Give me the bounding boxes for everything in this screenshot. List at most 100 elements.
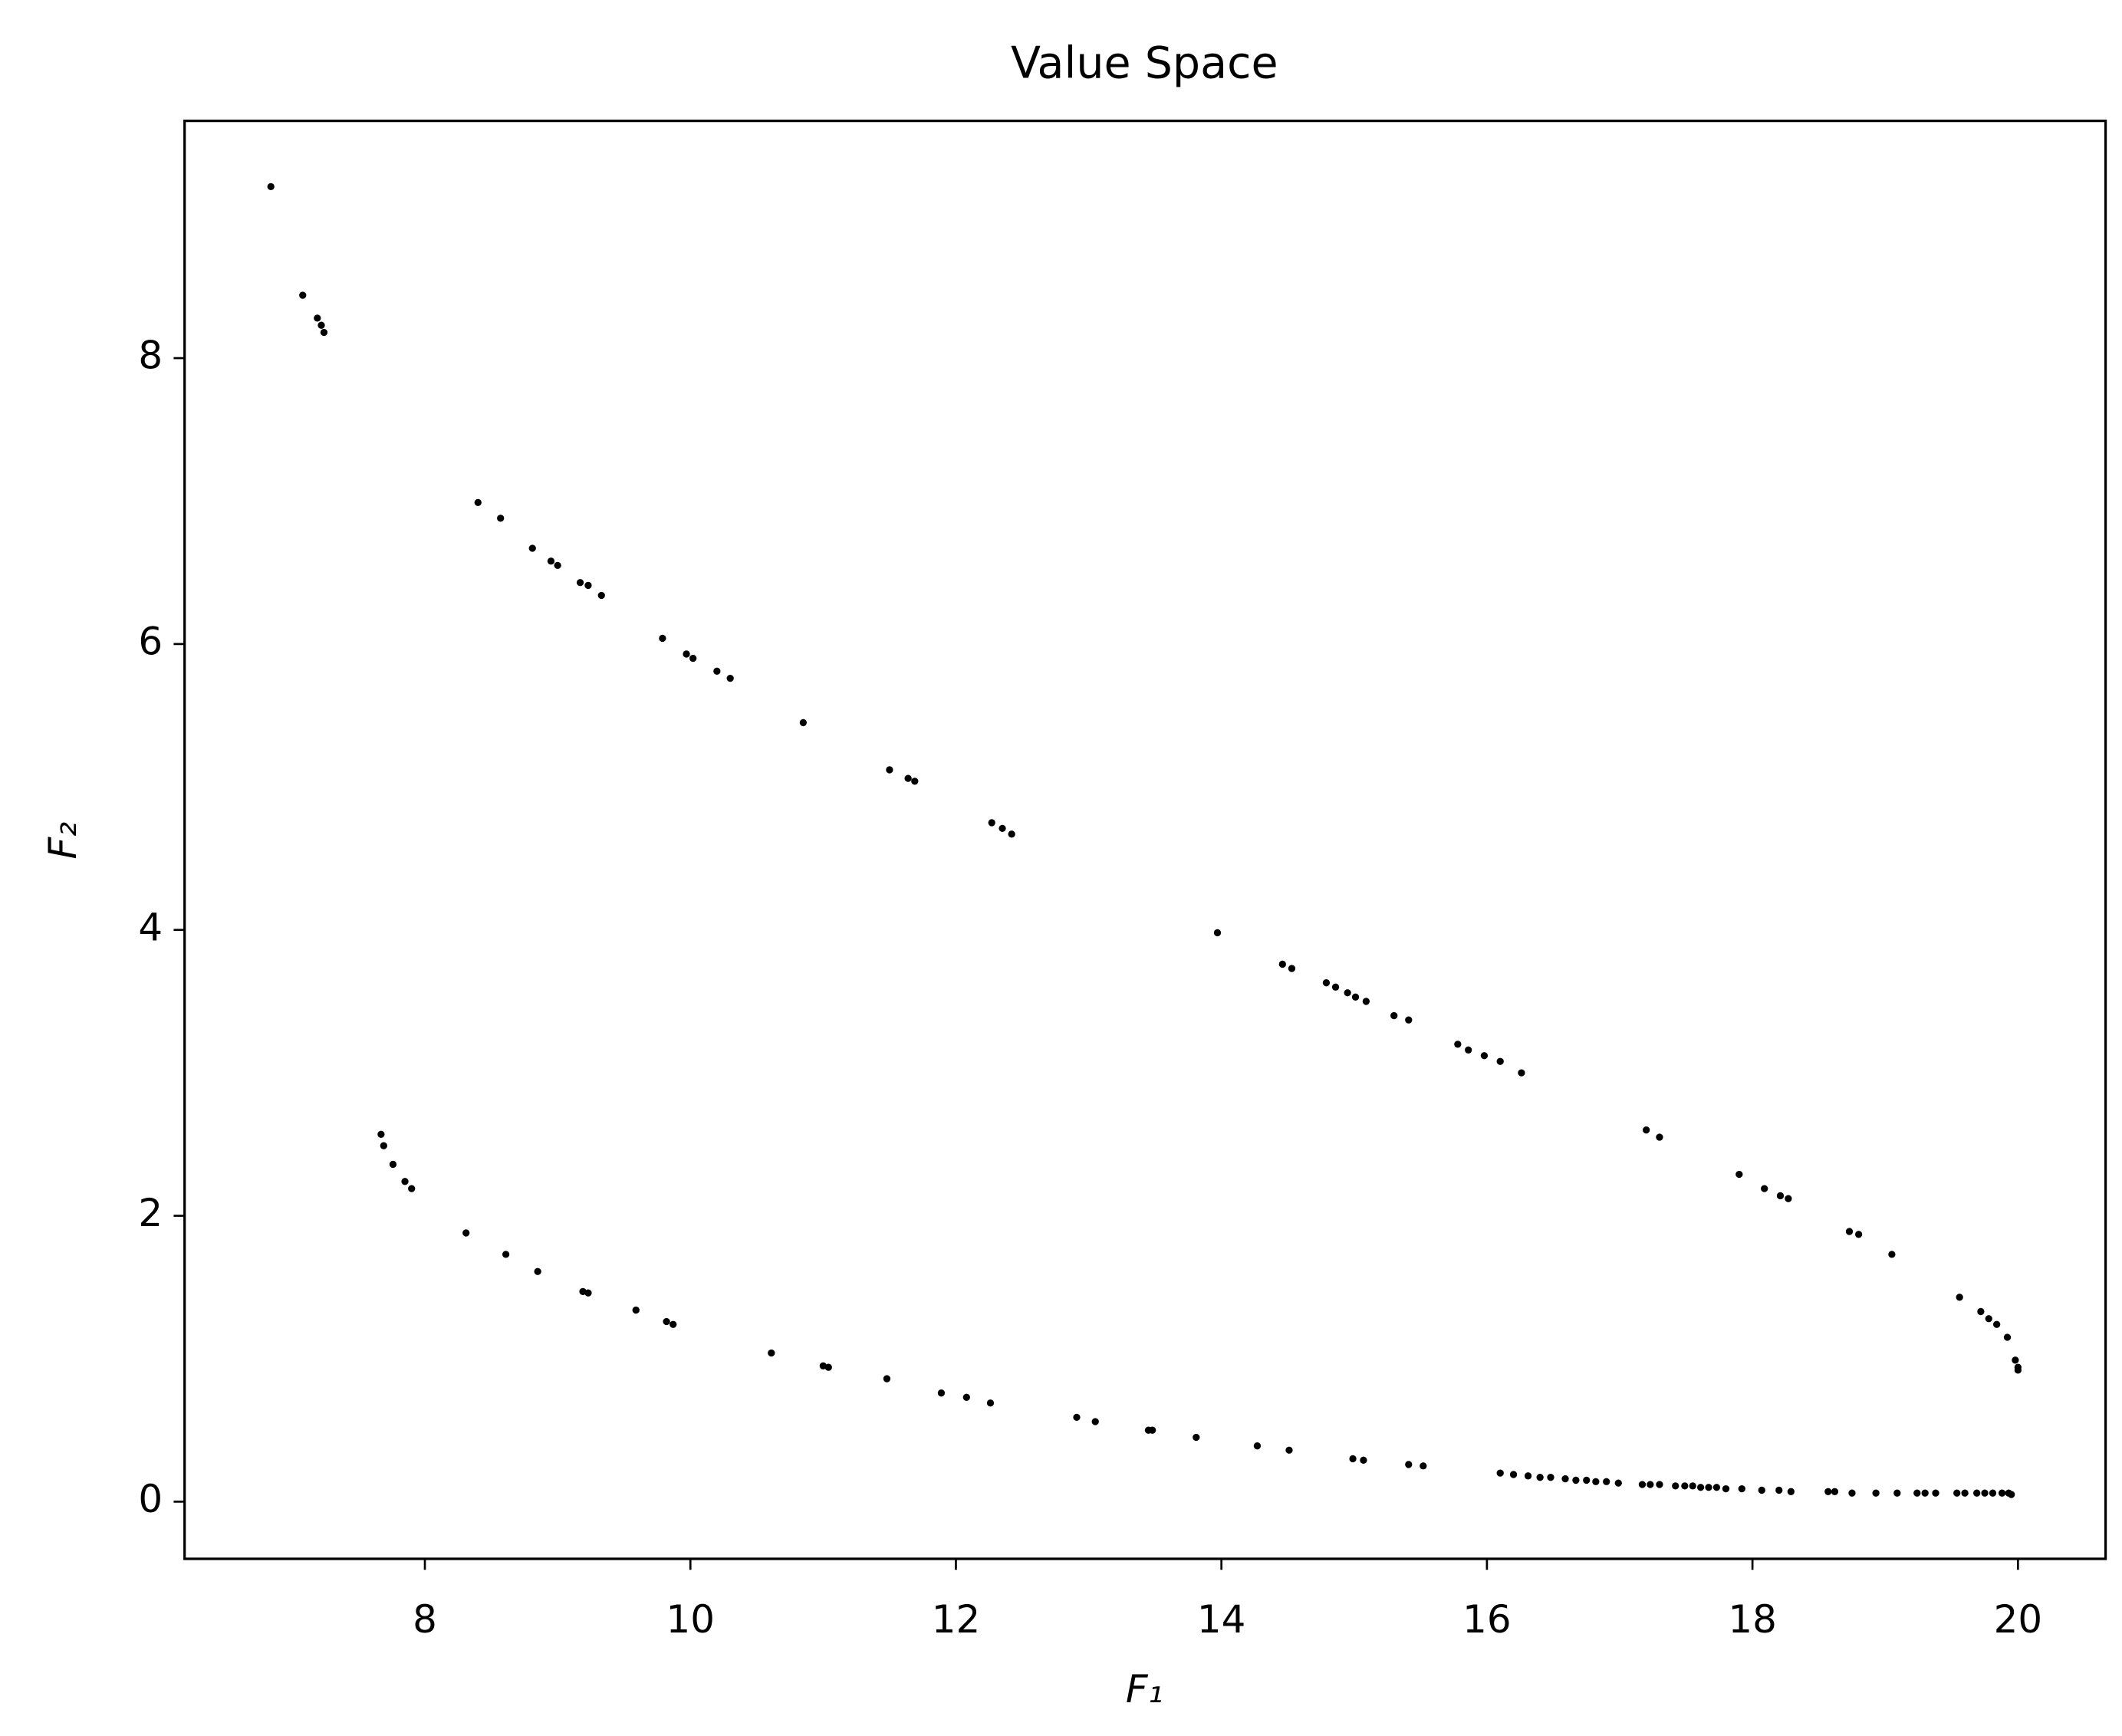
point [1977,1307,1985,1316]
point [1073,1413,1081,1422]
point [1888,1251,1896,1258]
point [1643,1126,1650,1134]
point [1480,1052,1489,1060]
point [1454,1041,1462,1048]
x-axis-label: F₁ [1126,1667,1163,1711]
point [314,314,321,322]
point [1149,1426,1156,1434]
point [1390,1011,1398,1020]
point [1536,1474,1544,1481]
point [1518,1069,1525,1077]
y-tick-label: 8 [138,333,163,377]
point [1689,1482,1696,1490]
point [401,1178,409,1185]
point [1592,1478,1600,1485]
point [768,1349,775,1357]
point [1993,1320,2001,1328]
point [1351,993,1360,1001]
point [1638,1481,1647,1488]
point [1848,1489,1856,1497]
point [380,1142,387,1149]
point [904,774,912,782]
x-tick-label: 8 [413,1597,437,1642]
point [267,182,275,191]
point [1465,1046,1472,1054]
point [497,515,505,522]
point [1758,1486,1765,1494]
point [1253,1442,1262,1450]
point [1981,1489,1989,1497]
y-tick-label: 2 [138,1191,163,1235]
point [998,824,1006,833]
point [2003,1333,2012,1341]
point [1785,1195,1792,1202]
point [462,1229,470,1237]
chart-title: Value Space [1011,38,1278,89]
y-axis-label: F₂ [41,822,85,860]
point [554,561,561,570]
point [377,1130,385,1138]
point [389,1160,397,1169]
point [1681,1482,1689,1490]
point [988,819,995,827]
point [1561,1475,1569,1483]
point [669,1320,677,1328]
point [1989,1489,1997,1497]
point [1722,1484,1730,1493]
point [1738,1484,1745,1493]
point [1776,1192,1785,1200]
point [659,634,666,643]
point [1824,1488,1832,1495]
point [1998,1489,2006,1497]
point [1496,1469,1504,1477]
x-tick-label: 18 [1728,1597,1777,1642]
point [1547,1474,1554,1481]
point [1775,1486,1783,1494]
point [1420,1462,1427,1470]
point [689,654,697,663]
point [824,1363,832,1371]
point [1344,989,1351,997]
point [1735,1170,1743,1179]
point [299,291,307,299]
point [1496,1057,1504,1065]
point [2014,1366,2022,1374]
point [886,766,893,774]
point [597,591,605,600]
point [584,1289,592,1297]
point [528,544,536,552]
point [1712,1484,1721,1491]
point [1656,1481,1663,1488]
point [1322,979,1331,987]
point [1831,1488,1839,1495]
point [408,1185,416,1192]
point [1288,965,1296,972]
point [1696,1484,1705,1491]
point [547,557,555,565]
plot-frame [183,120,2107,1560]
point [576,579,584,587]
point [1656,1133,1663,1141]
point [502,1251,510,1258]
x-tick-label: 10 [666,1597,715,1642]
point [584,581,592,590]
point [320,328,328,337]
point [986,1399,995,1407]
point [1193,1433,1200,1442]
y-tick-label: 4 [138,905,163,949]
x-tick-label: 14 [1197,1597,1246,1642]
point [1572,1476,1580,1484]
point [962,1393,970,1401]
point [937,1389,946,1397]
point [1921,1489,1929,1497]
point [1362,998,1370,1005]
point [911,778,919,785]
point [1854,1231,1863,1238]
point [1893,1489,1901,1497]
x-tick-label: 20 [1994,1597,2043,1642]
point [1285,1446,1293,1454]
point [1405,1461,1413,1468]
point [1349,1455,1357,1463]
